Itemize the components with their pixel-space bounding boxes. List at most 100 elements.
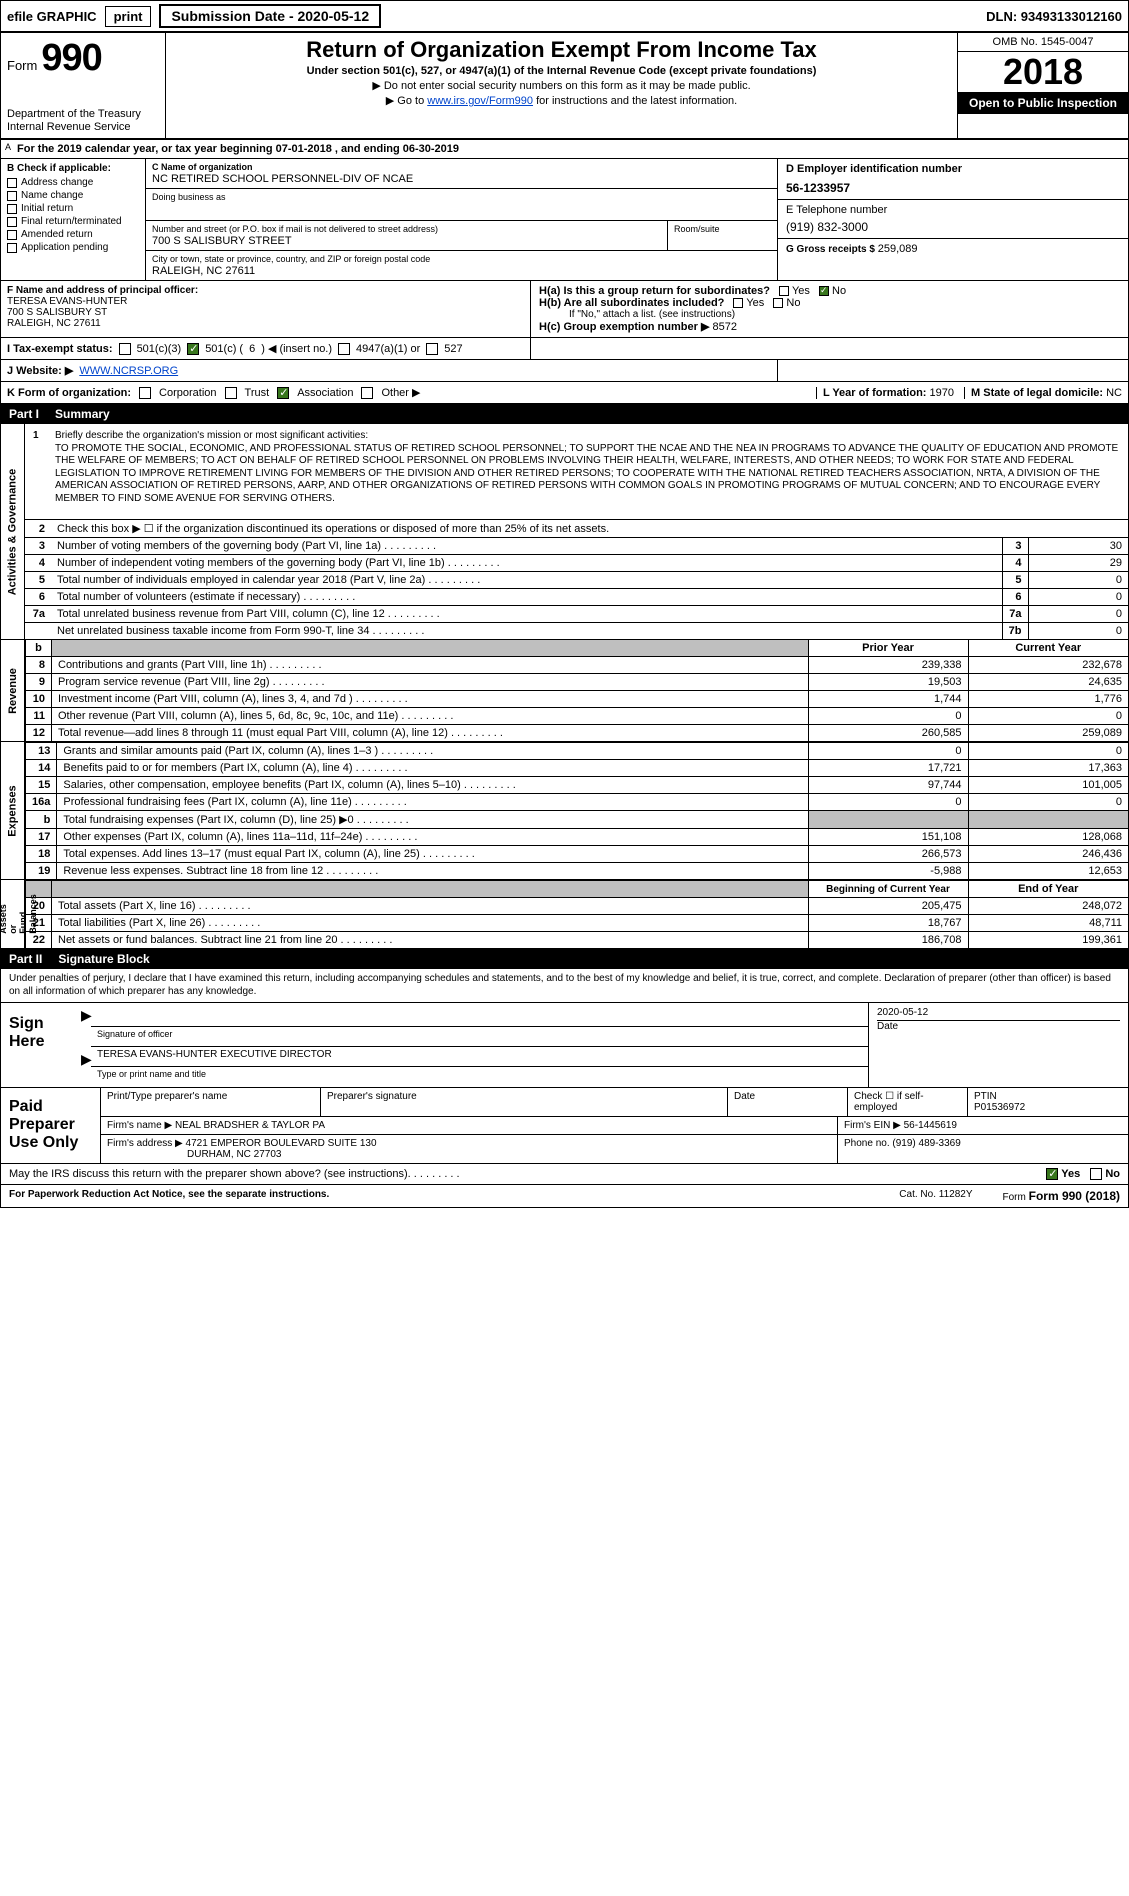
fin-desc: Total revenue—add lines 8 through 11 (mu… xyxy=(52,725,809,742)
print-button[interactable]: print xyxy=(105,6,152,27)
hc-val: 8572 xyxy=(712,321,736,333)
note-2: ▶ Go to www.irs.gov/Form990 for instruct… xyxy=(172,94,951,107)
current-year-val: 246,436 xyxy=(968,846,1128,863)
fin-desc: Total fundraising expenses (Part IX, col… xyxy=(57,811,808,829)
ha-no[interactable]: No xyxy=(819,285,846,297)
firm-phone: (919) 489-3369 xyxy=(892,1138,960,1149)
addr-lbl: Number and street (or P.O. box if mail i… xyxy=(152,224,661,234)
chk-app-pending[interactable]: Application pending xyxy=(7,242,139,253)
prior-year-val: 97,744 xyxy=(808,777,968,794)
submission-date: Submission Date - 2020-05-12 xyxy=(159,4,381,28)
discuss-yes[interactable]: Yes xyxy=(1046,1168,1080,1180)
year-formation: 1970 xyxy=(930,387,954,399)
firm-ein: 56-1445619 xyxy=(904,1120,957,1131)
fin-desc: Salaries, other compensation, employee b… xyxy=(57,777,808,794)
d-lbl: D Employer identification number xyxy=(786,163,1120,175)
fin-desc: Professional fundraising fees (Part IX, … xyxy=(57,794,808,811)
side-revenue: Revenue xyxy=(1,640,25,741)
g-lbl: G Gross receipts $ xyxy=(786,244,875,255)
chk-corp[interactable] xyxy=(139,387,151,399)
paperwork-notice: For Paperwork Reduction Act Notice, see … xyxy=(9,1189,329,1203)
prior-year-val: 266,573 xyxy=(808,846,968,863)
fin-desc: Other revenue (Part VIII, column (A), li… xyxy=(52,708,809,725)
dba-lbl: Doing business as xyxy=(152,192,771,202)
dln: DLN: 93493133012160 xyxy=(986,9,1122,24)
open-public: Open to Public Inspection xyxy=(958,92,1128,114)
chk-trust[interactable] xyxy=(225,387,237,399)
gov-desc: Total number of volunteers (estimate if … xyxy=(51,589,1002,606)
fin-desc: Grants and similar amounts paid (Part IX… xyxy=(57,743,808,760)
calendar-year-row: A For the 2019 calendar year, or tax yea… xyxy=(1,140,1128,159)
current-year-val: 12,653 xyxy=(968,863,1128,880)
fin-desc: Net assets or fund balances. Subtract li… xyxy=(52,932,809,949)
cat-no: Cat. No. 11282Y xyxy=(899,1189,972,1203)
efile-label: efile GRAPHIC xyxy=(7,9,97,24)
chk-amended[interactable]: Amended return xyxy=(7,229,139,240)
hdr-current: Current Year xyxy=(968,640,1128,657)
c-name-lbl: C Name of organization xyxy=(152,162,771,172)
current-year-val: 259,089 xyxy=(968,725,1128,742)
discuss-no[interactable]: No xyxy=(1090,1168,1120,1180)
b-header: B Check if applicable: xyxy=(7,163,139,174)
gross-receipts: 259,089 xyxy=(878,243,918,255)
form-word: Form xyxy=(7,58,37,73)
prior-year-val: -5,988 xyxy=(808,863,968,880)
hb-no[interactable]: No xyxy=(773,297,800,309)
chk-initial[interactable]: Initial return xyxy=(7,203,139,214)
current-year-val: 248,072 xyxy=(968,898,1128,915)
current-year-val: 232,678 xyxy=(968,657,1128,674)
chk-4947[interactable] xyxy=(338,343,350,355)
prior-year-val xyxy=(808,811,968,829)
sig-officer-lbl: Signature of officer xyxy=(91,1027,868,1047)
hb-yes[interactable]: Yes xyxy=(733,297,764,309)
irs-link[interactable]: www.irs.gov/Form990 xyxy=(427,95,533,107)
officer-addr1: 700 S SALISBURY ST xyxy=(7,307,524,318)
prior-year-val: 239,338 xyxy=(808,657,968,674)
ptin: P01536972 xyxy=(974,1102,1025,1113)
current-year-val xyxy=(968,811,1128,829)
current-year-val: 24,635 xyxy=(968,674,1128,691)
city-lbl: City or town, state or province, country… xyxy=(152,254,771,264)
i-lbl: I Tax-exempt status: xyxy=(7,343,113,355)
sign-here-lbl: Sign Here xyxy=(1,1003,91,1087)
chk-final[interactable]: Final return/terminated xyxy=(7,216,139,227)
fin-desc: Program service revenue (Part VIII, line… xyxy=(52,674,809,691)
chk-other[interactable] xyxy=(361,387,373,399)
prep-self-emp[interactable]: Check ☐ if self-employed xyxy=(848,1088,968,1116)
mission-text: TO PROMOTE THE SOCIAL, ECONOMIC, AND PRO… xyxy=(33,443,1120,506)
sig-date-lbl: Date xyxy=(877,1021,1120,1032)
fin-desc: Total assets (Part X, line 16) xyxy=(52,898,809,915)
fin-desc: Benefits paid to or for members (Part IX… xyxy=(57,760,808,777)
chk-527[interactable] xyxy=(426,343,438,355)
room-suite-lbl: Room/suite xyxy=(667,221,777,251)
chk-assoc[interactable] xyxy=(277,387,289,399)
fin-desc: Investment income (Part VIII, column (A)… xyxy=(52,691,809,708)
chk-address-change[interactable]: Address change xyxy=(7,177,139,188)
current-year-val: 1,776 xyxy=(968,691,1128,708)
chk-501c[interactable] xyxy=(187,343,199,355)
sig-name-lbl: Type or print name and title xyxy=(91,1067,868,1087)
fin-desc: Contributions and grants (Part VIII, lin… xyxy=(52,657,809,674)
hb-lbl: H(b) Are all subordinates included? xyxy=(539,297,724,309)
hb-note: If "No," attach a list. (see instruction… xyxy=(539,309,1120,320)
gov-desc: Total unrelated business revenue from Pa… xyxy=(51,606,1002,623)
k-lbl: K Form of organization: xyxy=(7,387,131,399)
prior-year-val: 151,108 xyxy=(808,829,968,846)
prior-year-val: 260,585 xyxy=(808,725,968,742)
hdr-eoy: End of Year xyxy=(968,881,1128,898)
hc-lbl: H(c) Group exemption number ▶ xyxy=(539,321,709,333)
prior-year-val: 19,503 xyxy=(808,674,968,691)
gov-desc: Total number of individuals employed in … xyxy=(51,572,1002,589)
chk-name-change[interactable]: Name change xyxy=(7,190,139,201)
current-year-val: 101,005 xyxy=(968,777,1128,794)
ha-yes[interactable]: Yes xyxy=(779,285,810,297)
chk-501c3[interactable] xyxy=(119,343,131,355)
firm-name: NEAL BRADSHER & TAYLOR PA xyxy=(175,1120,325,1131)
officer-name: TERESA EVANS-HUNTER xyxy=(7,296,524,307)
current-year-val: 199,361 xyxy=(968,932,1128,949)
website-link[interactable]: WWW.NCRSP.ORG xyxy=(79,365,178,377)
part2-header: Part II Signature Block xyxy=(1,949,1128,969)
fin-desc: Total liabilities (Part X, line 26) xyxy=(52,915,809,932)
mission-lead: Briefly describe the organization's miss… xyxy=(55,430,368,443)
street-address: 700 S SALISBURY STREET xyxy=(152,235,661,247)
